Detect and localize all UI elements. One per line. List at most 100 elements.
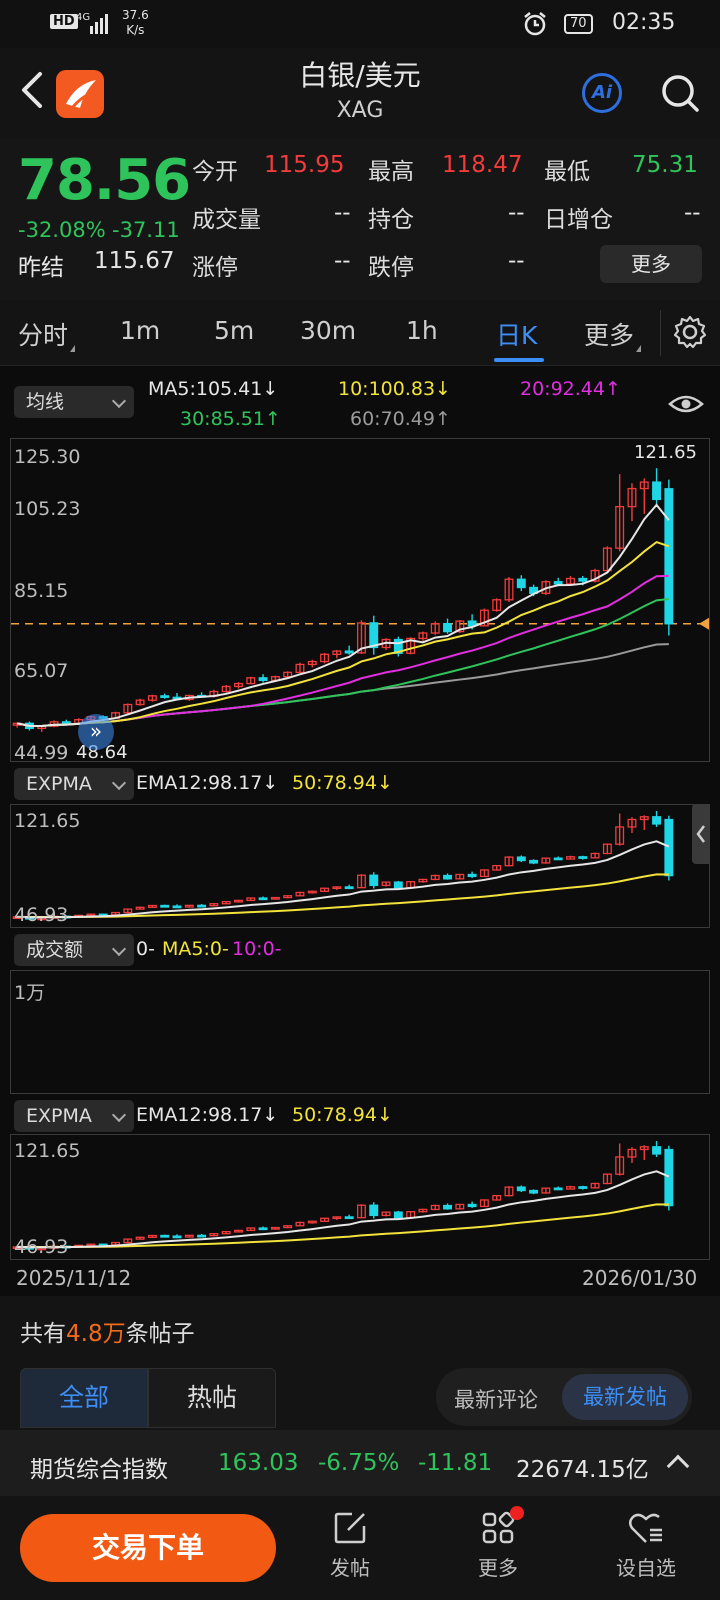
- ema50-value-2: 50:78.94↓: [292, 1104, 393, 1126]
- daily-increase-label: 日增仓: [544, 207, 613, 233]
- nav-post[interactable]: 发帖: [300, 1508, 400, 1581]
- candle-up: [356, 1204, 366, 1219]
- heart-list-icon: [629, 1513, 662, 1543]
- high-marker: 121.65: [634, 442, 697, 463]
- ai-assistant-icon[interactable]: Ai: [582, 73, 622, 113]
- candle-up: [332, 886, 342, 890]
- tab-daily-k[interactable]: 日K: [496, 321, 538, 350]
- nav-more-label: 更多: [478, 1556, 518, 1580]
- candle-down: [664, 488, 674, 625]
- prev-close-value: 115.67: [94, 248, 175, 274]
- candle-up: [209, 903, 219, 907]
- index-name: 期货综合指数: [30, 1457, 168, 1483]
- candle-up: [492, 864, 502, 871]
- candle-up: [234, 899, 243, 903]
- expma-selector-2[interactable]: EXPMA: [14, 1100, 134, 1132]
- tab-1h[interactable]: 1h: [406, 316, 438, 345]
- drawer-handle[interactable]: [692, 804, 710, 864]
- ma5-line: [16, 503, 670, 727]
- low-label: 最低: [544, 159, 590, 185]
- change-percent: -32.08%: [18, 218, 106, 242]
- change-amount: -37.11: [112, 218, 180, 242]
- eye-icon[interactable]: [668, 392, 704, 416]
- trade-order-button[interactable]: 交易下单: [20, 1514, 276, 1582]
- high-value: 118.47: [442, 152, 523, 178]
- candle-down: [172, 905, 182, 909]
- candle-up: [479, 869, 489, 878]
- candle-up: [270, 1226, 280, 1230]
- candle-up: [479, 609, 489, 627]
- gear-icon[interactable]: [672, 314, 708, 350]
- expma-chart-1: [12, 811, 674, 921]
- turnover-selector[interactable]: 成交额: [14, 934, 134, 966]
- search-icon[interactable]: [660, 73, 700, 113]
- candle-down: [516, 1186, 526, 1192]
- candle-up: [566, 577, 575, 585]
- back-arrow-icon[interactable]: [18, 70, 48, 110]
- candle-up: [615, 505, 625, 549]
- candle-down: [393, 638, 403, 654]
- expma1-y-max: 121.65: [14, 810, 81, 832]
- tab-all-posts[interactable]: 全部: [20, 1368, 148, 1428]
- date-end: 2026/01/30: [582, 1266, 698, 1290]
- candle-up: [639, 816, 649, 821]
- candle-down: [443, 622, 452, 633]
- candle-down: [369, 874, 379, 887]
- limit-down-value: --: [508, 248, 525, 274]
- candle-up: [418, 878, 428, 883]
- expma-panel-2[interactable]: [10, 1134, 710, 1260]
- tab-5m[interactable]: 5m: [214, 316, 255, 345]
- sort-latest-post[interactable]: 最新发帖: [562, 1374, 688, 1420]
- candle-down: [443, 874, 452, 880]
- ma30-value: 30:85.51↑: [180, 408, 281, 430]
- candle-up: [221, 685, 231, 693]
- ma-selector[interactable]: 均线: [14, 386, 134, 418]
- turnover-panel[interactable]: [10, 970, 710, 1094]
- ema12-line: [17, 840, 670, 919]
- candle-up: [221, 1230, 231, 1235]
- candle-up: [123, 703, 133, 714]
- scroll-latest-icon[interactable]: »: [78, 714, 114, 750]
- index-ticker[interactable]: 期货综合指数 163.03 -6.75% -11.81 22674.15亿: [0, 1430, 720, 1496]
- candle-down: [664, 1148, 674, 1207]
- candle-down: [443, 1204, 452, 1210]
- nav-post-label: 发帖: [330, 1556, 370, 1580]
- ma5-value: MA5:105.41↓: [148, 378, 279, 400]
- ma10-value: 10:100.83↓: [338, 378, 451, 400]
- candle-down: [160, 695, 170, 699]
- more-quote-button[interactable]: 更多: [600, 245, 702, 283]
- nav-more[interactable]: 更多: [448, 1506, 548, 1581]
- candle-up: [135, 1236, 145, 1240]
- expma-panel-1[interactable]: [10, 804, 710, 928]
- tab-30m[interactable]: 30m: [300, 316, 357, 345]
- y-tick-top: 125.30: [14, 446, 81, 468]
- candle-up: [504, 578, 514, 601]
- candle-up: [566, 856, 575, 860]
- battery-icon: 70: [564, 14, 593, 34]
- ema12-value-1: EMA12:98.17↓: [136, 772, 279, 794]
- candle-up: [455, 620, 465, 633]
- tab-intraday[interactable]: 分时: [18, 316, 76, 352]
- candlestick-panel[interactable]: [10, 438, 710, 762]
- candle-up: [590, 852, 600, 859]
- tab-more[interactable]: 更多: [584, 316, 642, 352]
- candle-up: [639, 481, 649, 490]
- active-tab-indicator: [494, 358, 544, 362]
- instrument-code: XAG: [336, 98, 384, 123]
- tab-hot-posts[interactable]: 热帖: [148, 1368, 276, 1428]
- nav-watchlist[interactable]: 设自选: [596, 1508, 696, 1581]
- ma10-line: [16, 540, 670, 727]
- limit-up-label: 涨停: [192, 255, 238, 281]
- chevron-up-icon[interactable]: [666, 1454, 690, 1478]
- candle-up: [615, 826, 625, 845]
- network-type: 4G: [76, 12, 91, 23]
- sort-latest-comment[interactable]: 最新评论: [454, 1388, 538, 1412]
- y-tick-bottom: 44.99: [14, 742, 69, 764]
- expma-selector-1[interactable]: EXPMA: [14, 768, 134, 800]
- candle-down: [652, 1146, 662, 1155]
- clock: 02:35: [612, 10, 676, 35]
- candle-up: [406, 637, 416, 654]
- candle-down: [393, 1211, 403, 1219]
- chevron-left-icon: [696, 825, 705, 843]
- tab-1m[interactable]: 1m: [120, 316, 161, 345]
